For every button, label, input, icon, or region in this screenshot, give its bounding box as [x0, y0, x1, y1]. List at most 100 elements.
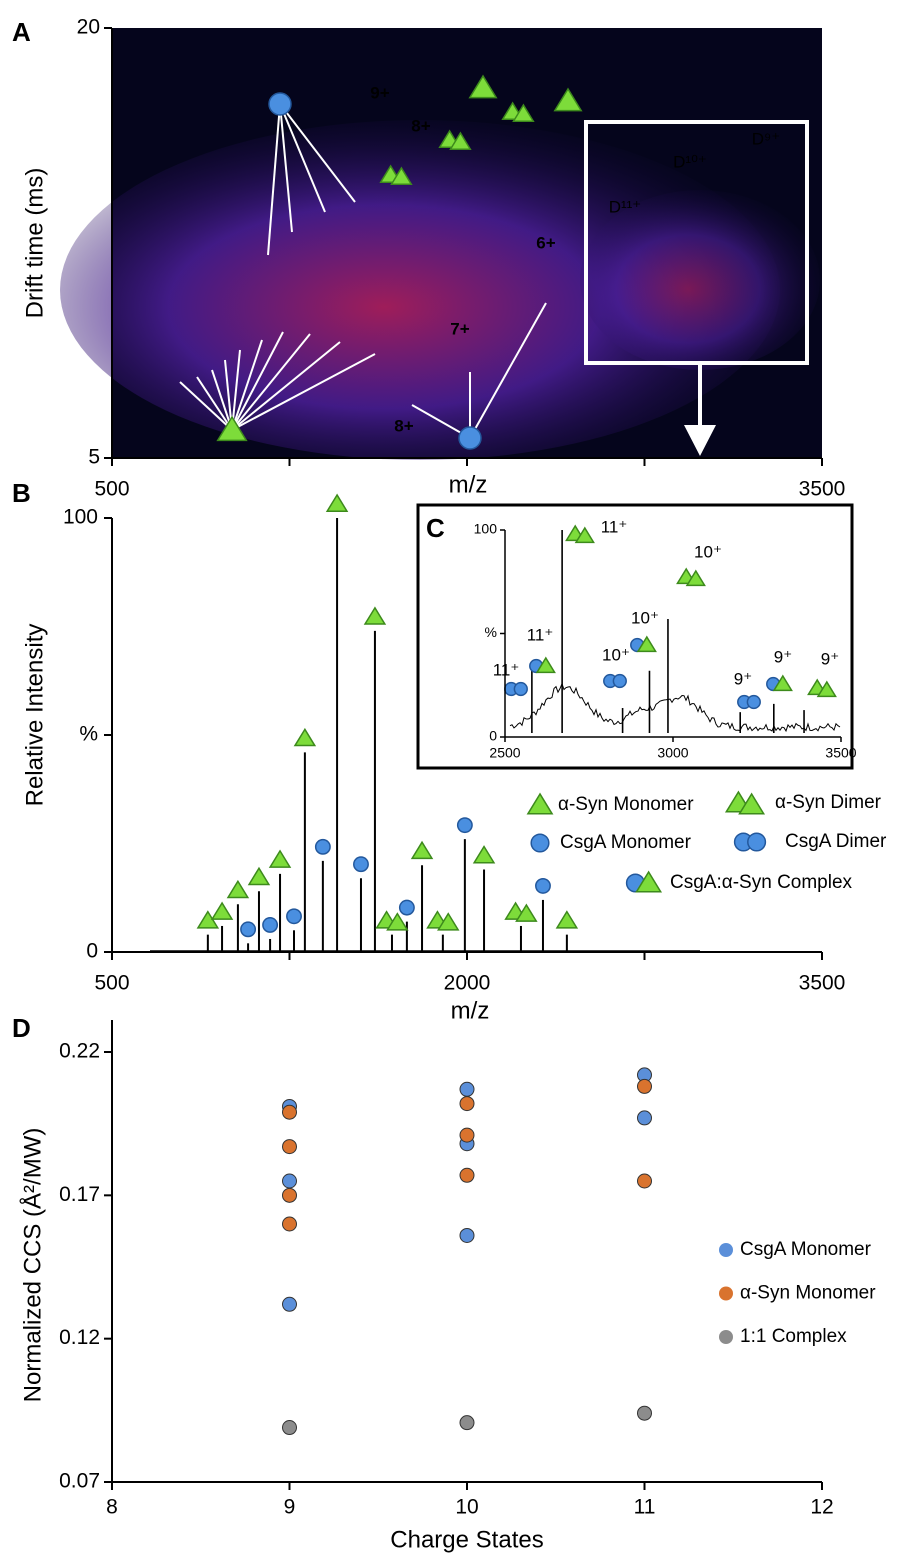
inset-marker — [772, 674, 793, 692]
peak-marker — [314, 838, 331, 855]
triangle-pair-symbol — [449, 131, 472, 150]
annotation: D⁹⁺ — [752, 129, 781, 148]
legend-label: CsgA Monomer — [740, 1239, 872, 1260]
annotation: 8+ — [394, 416, 413, 435]
inset-marker — [513, 681, 528, 697]
y-tick-label: 0.22 — [59, 1040, 100, 1063]
x-axis-label: Charge States — [390, 1526, 543, 1553]
connector-line — [231, 353, 376, 431]
peak-marker — [293, 727, 317, 747]
connector-line — [279, 103, 326, 213]
connector-line — [231, 333, 311, 431]
y-tick-label: 5 — [88, 446, 100, 469]
peak-marker — [410, 840, 434, 860]
peak-marker — [240, 921, 257, 938]
data-point — [282, 1216, 297, 1232]
triangle-symbol — [468, 74, 498, 99]
charge-label: 11⁺ — [601, 517, 628, 536]
circle-symbol — [268, 92, 292, 116]
annotation: D¹⁰⁺ — [673, 152, 707, 171]
connector-line — [231, 331, 284, 431]
y-axis-label: Drift time (ms) — [21, 168, 48, 319]
x-tick-label: 3500 — [825, 745, 856, 761]
x-tick-label: 8 — [106, 1496, 118, 1519]
x-tick-label: 3500 — [799, 478, 846, 501]
connector-line — [267, 103, 281, 256]
y-tick-label: 0.07 — [59, 1470, 100, 1493]
x-tick-label: 11 — [634, 1496, 656, 1519]
inset-marker — [816, 680, 837, 698]
annotation: 7+ — [450, 319, 469, 338]
peak-marker — [262, 917, 279, 933]
inset-marker — [535, 656, 556, 674]
y-tick-label: 0.17 — [59, 1183, 100, 1206]
data-point — [282, 1420, 297, 1436]
peak-marker — [398, 899, 415, 916]
data-point — [282, 1173, 297, 1189]
y-axis-label: Normalized CCS (Å²/MW) — [18, 1128, 46, 1403]
data-point — [459, 1227, 475, 1243]
inset-marker — [685, 569, 706, 587]
legend-marker — [738, 792, 766, 815]
connector-line — [211, 369, 233, 431]
x-tick-label: 10 — [455, 1496, 478, 1519]
data-point — [459, 1167, 475, 1183]
x-tick-label: 12 — [810, 1496, 833, 1519]
inset-marker — [746, 694, 761, 710]
connector-line — [231, 339, 263, 431]
x-tick-label: 9 — [284, 1496, 296, 1519]
y-tick-label: 0.12 — [59, 1326, 100, 1349]
legend-marker — [526, 792, 554, 815]
legend-label: α-Syn Monomer — [558, 794, 694, 815]
legend-marker — [747, 832, 767, 852]
data-point — [282, 1104, 297, 1120]
connector-line — [279, 103, 356, 203]
y-tick-label: 20 — [77, 16, 100, 39]
data-point — [282, 1296, 297, 1312]
triangle-pair-symbol — [390, 166, 413, 185]
connector-line — [231, 341, 341, 431]
panel-letter: B — [12, 478, 31, 508]
data-point — [637, 1173, 652, 1189]
charge-label: 9⁺ — [774, 647, 792, 666]
x-tick-label: 3000 — [657, 745, 688, 761]
peak-marker — [210, 901, 234, 920]
charge-label: 9⁺ — [821, 649, 839, 668]
annotation: D¹¹⁺ — [609, 197, 642, 216]
legend-label: α-Syn Dimer — [775, 792, 882, 813]
connector-line — [196, 376, 233, 431]
inset-marker — [574, 526, 595, 544]
y-tick-label: 0 — [489, 728, 497, 744]
data-point — [282, 1187, 297, 1203]
charge-label: 10⁺ — [631, 608, 659, 627]
inset-frame — [416, 503, 854, 770]
data-point — [459, 1415, 475, 1431]
connector-line — [279, 103, 293, 233]
peak-marker — [515, 903, 538, 922]
legend-label: CsgA Monomer — [560, 832, 692, 853]
panel-letter: C — [426, 513, 445, 543]
peak-marker — [268, 849, 292, 868]
charge-label: 11⁺ — [493, 660, 520, 679]
peak-marker — [472, 845, 496, 864]
selection-box — [584, 120, 809, 365]
legend-marker — [635, 870, 663, 893]
y-tick-label: 100 — [474, 521, 498, 537]
charge-label: 10⁺ — [694, 542, 722, 561]
data-point — [459, 1127, 475, 1143]
connector-line — [231, 349, 241, 431]
x-axis-label: m/z — [449, 471, 488, 498]
y-tick-label: 100 — [63, 506, 98, 529]
peak-marker — [535, 877, 551, 894]
triangle-pair-symbol — [512, 103, 535, 122]
inset-marker — [612, 673, 627, 689]
triangle-symbol — [216, 415, 248, 442]
peak-marker — [226, 879, 250, 899]
connector-line — [469, 302, 547, 439]
heatmap-cloud — [580, 190, 820, 370]
x-tick-label: 500 — [94, 478, 129, 501]
peak-marker — [555, 910, 579, 929]
charge-label: 9⁺ — [734, 669, 752, 688]
triangle-symbol — [553, 87, 583, 112]
x-tick-label: 2500 — [489, 745, 520, 761]
